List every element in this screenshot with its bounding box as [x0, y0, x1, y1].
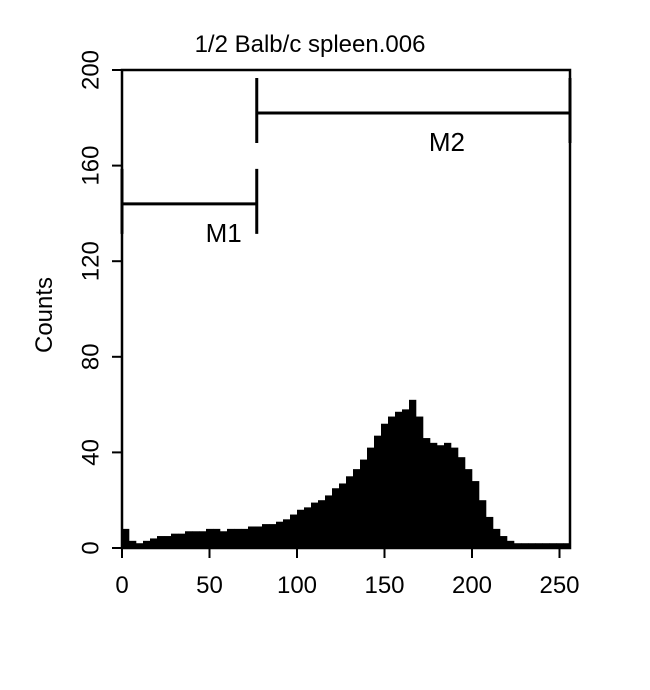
bar: [178, 533, 186, 548]
y-tick-label: 40: [77, 439, 104, 466]
x-tick-label: 200: [452, 572, 492, 599]
bar: [164, 536, 172, 548]
chart-title: 1/2 Balb/c spleen.006: [195, 31, 426, 58]
bar: [500, 536, 508, 548]
bar: [150, 538, 158, 548]
bar: [444, 442, 452, 548]
bar: [360, 459, 368, 548]
bar: [507, 540, 515, 548]
x-tick-label: 100: [277, 572, 317, 599]
bar: [353, 469, 361, 548]
bar: [157, 536, 165, 548]
bar: [486, 516, 494, 548]
bar: [374, 435, 382, 548]
bar: [206, 528, 214, 548]
x-tick-label: 0: [115, 572, 128, 599]
bar: [339, 483, 347, 548]
bar: [185, 531, 193, 548]
bar: [402, 409, 410, 548]
y-tick-label: 0: [77, 541, 104, 554]
bar: [248, 526, 256, 548]
bar: [171, 533, 179, 548]
bar: [430, 442, 438, 548]
bar: [325, 495, 333, 548]
bar: [514, 543, 522, 548]
x-tick-label: 50: [196, 572, 223, 599]
y-tick-label: 200: [77, 50, 104, 90]
bar: [521, 543, 529, 548]
bar: [465, 469, 473, 548]
bar: [437, 445, 445, 548]
bar: [451, 447, 459, 548]
bar: [528, 543, 536, 548]
bar: [367, 447, 375, 548]
bar: [143, 540, 151, 548]
bar: [493, 528, 501, 548]
bar: [297, 509, 305, 548]
bar: [395, 411, 403, 548]
bar: [416, 416, 424, 548]
bar: [255, 526, 263, 548]
x-tick-label: 150: [364, 572, 404, 599]
bar: [472, 481, 480, 548]
bar: [192, 531, 200, 548]
bar: [276, 521, 284, 548]
bar: [549, 543, 557, 548]
bar: [381, 423, 389, 548]
marker-label: M1: [206, 218, 242, 248]
bar: [542, 543, 550, 548]
bar: [535, 543, 543, 548]
bar: [332, 488, 340, 548]
bar: [213, 528, 221, 548]
y-tick-label: 80: [77, 343, 104, 370]
bar: [318, 500, 326, 548]
bar: [458, 457, 466, 548]
bar: [234, 528, 242, 548]
y-tick-label: 160: [77, 146, 104, 186]
bar: [262, 524, 270, 548]
bar: [241, 528, 249, 548]
bar: [283, 519, 291, 548]
bar: [346, 476, 354, 548]
bar: [227, 528, 235, 548]
bar: [199, 531, 207, 548]
x-tick-label: 250: [539, 572, 579, 599]
bar: [269, 524, 277, 548]
y-tick-label: 120: [77, 241, 104, 281]
bar: [563, 543, 571, 548]
marker-label: M2: [429, 127, 465, 157]
bar: [388, 416, 396, 548]
bar: [423, 438, 431, 548]
bar: [290, 514, 298, 548]
bar: [122, 528, 130, 548]
bar: [129, 540, 137, 548]
bar: [220, 531, 228, 548]
bar: [556, 543, 564, 548]
bar: [409, 399, 417, 548]
bar: [311, 502, 319, 548]
y-axis-label: Counts: [31, 277, 58, 353]
bar: [304, 507, 312, 548]
bar: [479, 500, 487, 548]
bar: [136, 543, 144, 548]
